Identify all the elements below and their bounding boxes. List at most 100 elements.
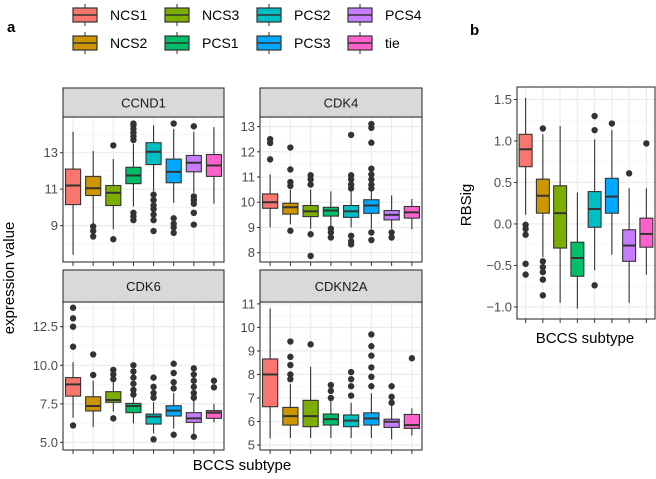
y-tick-label: 10.0 xyxy=(33,358,58,373)
outlier-point xyxy=(210,377,218,384)
outlier-point xyxy=(110,371,117,378)
outlier-point xyxy=(327,229,335,236)
legend-label: PCS3 xyxy=(294,35,331,51)
outlier-point xyxy=(287,375,294,383)
box-ncs3 xyxy=(302,341,319,438)
box-pcs2 xyxy=(587,112,602,289)
outlier-point xyxy=(150,436,157,443)
box-pcs1 xyxy=(125,362,142,424)
outlier-point xyxy=(150,389,157,397)
outlier-point xyxy=(307,341,314,348)
outlier-point xyxy=(347,241,355,248)
y-tick-label: 0.5 xyxy=(494,175,512,190)
outlier-point xyxy=(287,182,294,190)
box-pcs3 xyxy=(363,331,380,438)
y-tick-label: 9 xyxy=(248,343,255,358)
legend-item: tie xyxy=(347,32,400,54)
y-tick-label: 13 xyxy=(44,145,58,160)
box-ncs1 xyxy=(64,304,82,429)
outlier-point xyxy=(150,374,157,381)
legend: NCS1 NCS2 NCS3 PCS1 PCS2 PCS3 PCS4 tie xyxy=(72,4,422,54)
outlier-point xyxy=(69,422,77,429)
outlier-point xyxy=(327,234,335,241)
outlier-point xyxy=(347,232,355,239)
outlier-point xyxy=(591,282,598,289)
y-tick-label: 5.0 xyxy=(40,435,58,450)
outlier-point xyxy=(347,176,355,183)
outlier-point xyxy=(150,205,157,213)
outlier-point xyxy=(210,384,218,391)
outlier-point xyxy=(110,366,117,374)
outlier-point xyxy=(266,156,274,163)
outlier-point xyxy=(522,231,529,238)
y-tick-label: 11 xyxy=(242,170,256,185)
outlier-point xyxy=(368,236,375,244)
outlier-point xyxy=(190,123,198,130)
outlier-point xyxy=(591,126,598,134)
outlier-point xyxy=(368,185,375,192)
outlier-point xyxy=(388,399,395,406)
outlier-point xyxy=(130,368,137,375)
box-ncs2 xyxy=(282,144,299,234)
outlier-point xyxy=(190,389,198,397)
outlier-point xyxy=(89,351,97,358)
outlier-point xyxy=(69,315,77,322)
box-iqr xyxy=(302,399,319,428)
facet-title: CDKN2A xyxy=(315,279,368,294)
outlier-point xyxy=(69,323,77,330)
outlier-point xyxy=(368,331,375,338)
outlier-point xyxy=(287,371,294,378)
outlier-point xyxy=(130,362,137,369)
outlier-point xyxy=(287,361,294,369)
box-pcs1 xyxy=(125,120,142,224)
outlier-point xyxy=(368,171,375,178)
outlier-point xyxy=(368,383,375,390)
box-pcs4 xyxy=(622,170,637,303)
panel-b-label: b xyxy=(470,22,479,39)
box-pcs1 xyxy=(322,191,340,241)
outlier-point xyxy=(110,415,117,422)
box-iqr xyxy=(125,402,142,414)
outlier-point xyxy=(130,216,137,224)
box-iqr xyxy=(261,193,279,209)
box-pcs1 xyxy=(570,192,585,309)
box-ncs2 xyxy=(85,150,102,240)
y-tick-label: 6 xyxy=(248,414,255,429)
outlier-point xyxy=(170,431,177,438)
box-pcs2 xyxy=(145,374,162,443)
box-iqr xyxy=(145,142,162,166)
outlier-point xyxy=(190,221,198,228)
panel-rbsig: −1.0 −0.5 0.0 0.5 1.0 1.5 xyxy=(486,86,656,323)
y-tick-label: 8 xyxy=(248,367,255,382)
outlier-point xyxy=(287,353,294,361)
box-pcs3 xyxy=(165,360,182,438)
outlier-point xyxy=(368,343,375,350)
y-tick-label: 12 xyxy=(241,144,255,159)
outlier-point xyxy=(130,374,137,381)
outlier-point xyxy=(539,268,547,276)
rbsig-x-axis-title: BCCS subtype xyxy=(536,330,634,347)
plot-background xyxy=(63,302,224,450)
outlier-point xyxy=(150,191,157,198)
outlier-point xyxy=(368,139,375,146)
outlier-point xyxy=(190,383,198,391)
outlier-point xyxy=(591,112,598,120)
box-iqr xyxy=(570,241,585,277)
legend-item: NCS3 xyxy=(164,4,240,26)
box-iqr xyxy=(85,175,102,197)
box-ncs1 xyxy=(64,131,82,255)
y-tick-label: 10 xyxy=(241,320,255,335)
outlier-point xyxy=(388,383,395,390)
outlier-point xyxy=(539,292,547,299)
outlier-point xyxy=(388,229,395,236)
x-axis-title: BCCS subtype xyxy=(193,457,291,474)
facet-title: CDK4 xyxy=(324,96,359,111)
panel-border xyxy=(516,86,656,320)
outlier-point xyxy=(368,373,375,381)
outlier-point xyxy=(170,229,177,237)
y-tick-label: 9 xyxy=(51,218,58,233)
box-iqr xyxy=(403,413,421,429)
outlier-point xyxy=(170,215,177,222)
box-ncs2 xyxy=(85,351,102,428)
